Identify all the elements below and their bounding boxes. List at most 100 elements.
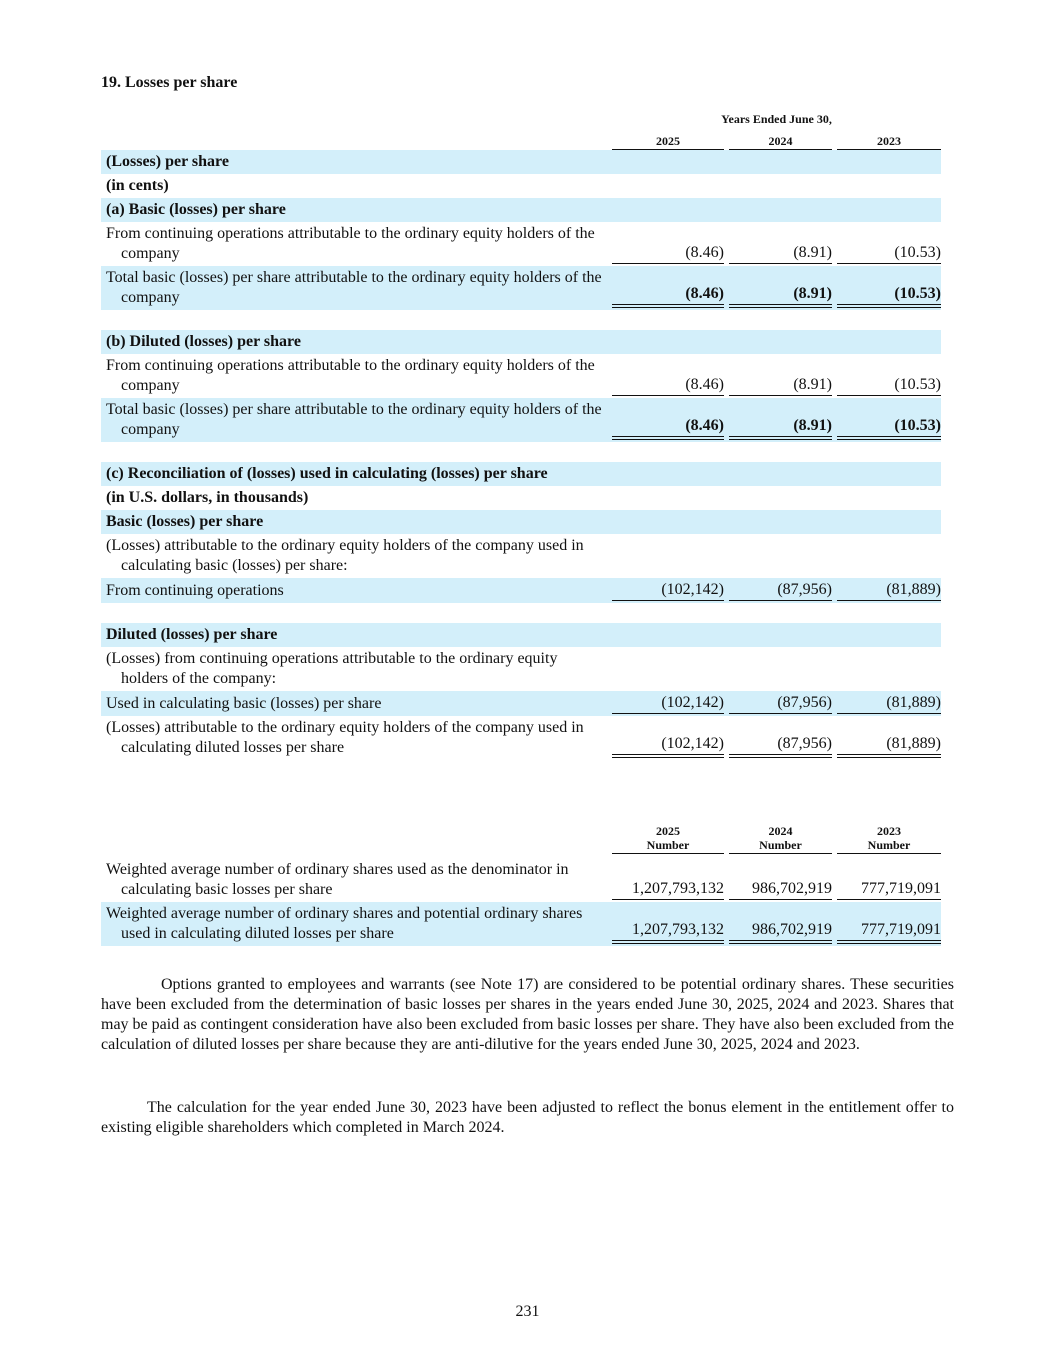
spacer-cell: [607, 442, 941, 462]
value-cell: [832, 462, 941, 486]
empty-cell: [101, 112, 607, 134]
row-label: (Losses) attributable to the ordinary eq…: [106, 719, 584, 756]
value-cell: [607, 330, 724, 354]
value-cell: [832, 534, 941, 578]
value: (10.53): [837, 284, 941, 308]
losses-table: Years Ended June 30, 2025 2024 2023 (Losses…: [101, 112, 941, 760]
shares-table-body: 2025 Number 2024 Number 2023 Number Weighted a…: [101, 824, 941, 946]
spacer-row: [101, 310, 941, 330]
value-cell: 777,719,091: [832, 902, 941, 946]
table-row: (c) Reconciliation of (losses) used in c…: [101, 462, 941, 486]
value-cell: [724, 647, 832, 691]
value: 1,207,793,132: [612, 879, 724, 900]
spacer-row: [101, 442, 941, 462]
spacer-cell: [607, 310, 941, 330]
value-cell: [832, 174, 941, 198]
table-row: (Losses) attributable to the ordinary eq…: [101, 534, 941, 578]
value-cell: 777,719,091: [832, 858, 941, 902]
value-cell: [832, 330, 941, 354]
row-label: Basic (losses) per share: [106, 513, 264, 530]
value: (10.53): [837, 243, 941, 264]
value-cell: [607, 510, 724, 534]
table-row: (a) Basic (losses) per share: [101, 198, 941, 222]
spacer-cell: [101, 603, 607, 623]
value-cell: (81,889): [832, 716, 941, 760]
value-cell: [724, 623, 832, 647]
value-cell: 986,702,919: [724, 858, 832, 902]
year-label: 2024: [729, 134, 832, 150]
table-row: (in cents): [101, 174, 941, 198]
empty-cell: [101, 824, 607, 858]
value-cell: (81,889): [832, 691, 941, 716]
spacer-cell: [101, 442, 607, 462]
table-row: Diluted (losses) per share: [101, 623, 941, 647]
column-year: 2023: [877, 824, 901, 838]
value: (8.46): [612, 416, 724, 440]
value: (81,889): [837, 693, 941, 714]
losses-table-body: Years Ended June 30, 2025 2024 2023 (Losses…: [101, 112, 941, 760]
value: (8.46): [612, 284, 724, 308]
row-label: (Losses) from continuing operations attr…: [106, 650, 558, 687]
value-cell: [607, 198, 724, 222]
value: 777,719,091: [837, 879, 941, 900]
value: (102,142): [612, 693, 724, 714]
column-header: 2025 Number: [607, 824, 724, 858]
value-cell: (8.46): [607, 398, 724, 442]
value-cell: (87,956): [724, 578, 832, 603]
value: (8.91): [729, 284, 832, 308]
column-unit: Number: [867, 838, 911, 852]
value-cell: [607, 462, 724, 486]
page-number: 231: [515, 1303, 540, 1320]
section-title: 19. Losses per share: [101, 74, 238, 91]
value: (8.46): [612, 375, 724, 396]
value-cell: 986,702,919: [724, 902, 832, 946]
value-cell: (10.53): [832, 354, 941, 398]
table-row: (Losses) attributable to the ordinary eq…: [101, 716, 941, 760]
value: (10.53): [837, 375, 941, 396]
spacer-cell: [101, 310, 607, 330]
row-label: Weighted average number of ordinary shar…: [106, 905, 583, 942]
table-row: Total basic (losses) per share attributa…: [101, 398, 941, 442]
column-header-box: 2023 Number: [837, 824, 941, 854]
spacer-cell: [607, 603, 941, 623]
shares-table: 2025 Number 2024 Number 2023 Number Weighted a…: [101, 824, 941, 946]
table-row: (Losses) per share: [101, 150, 941, 174]
row-label: Weighted average number of ordinary shar…: [106, 861, 569, 898]
table-row: Used in calculating basic (losses) per s…: [101, 691, 941, 716]
row-label: (a) Basic (losses) per share: [106, 201, 286, 218]
column-unit: Number: [759, 838, 802, 852]
table-row: Total basic (losses) per share attributa…: [101, 266, 941, 310]
value-cell: [607, 174, 724, 198]
value: 777,719,091: [837, 920, 941, 944]
value: (87,956): [729, 693, 832, 714]
value: (87,956): [729, 580, 832, 601]
column-header-box: 2025 Number: [612, 824, 724, 854]
value-cell: (8.91): [724, 398, 832, 442]
value-cell: (8.91): [724, 266, 832, 310]
table-row: Weighted average number of ordinary shar…: [101, 858, 941, 902]
value-cell: (8.46): [607, 266, 724, 310]
value-cell: [724, 462, 832, 486]
table-row: From continuing operations attributable …: [101, 354, 941, 398]
value-cell: (10.53): [832, 222, 941, 266]
value-cell: [607, 534, 724, 578]
paragraph: The calculation for the year ended June …: [101, 1099, 954, 1136]
row-label: From continuing operations attributable …: [106, 357, 595, 394]
paragraph: Options granted to employees and warrant…: [101, 976, 954, 1053]
value: (8.91): [729, 375, 832, 396]
value: (10.53): [837, 416, 941, 440]
value-cell: [724, 510, 832, 534]
value-cell: [832, 198, 941, 222]
value-cell: [832, 647, 941, 691]
empty-cell: [101, 134, 607, 150]
value-cell: [724, 486, 832, 510]
year-label: 2025: [612, 134, 724, 150]
table-row: Weighted average number of ordinary shar…: [101, 902, 941, 946]
value-cell: [724, 198, 832, 222]
value-cell: (8.46): [607, 354, 724, 398]
value-cell: (102,142): [607, 691, 724, 716]
column-header: 2024 Number: [724, 824, 832, 858]
table-row: (Losses) from continuing operations attr…: [101, 647, 941, 691]
value: (87,956): [729, 734, 832, 758]
